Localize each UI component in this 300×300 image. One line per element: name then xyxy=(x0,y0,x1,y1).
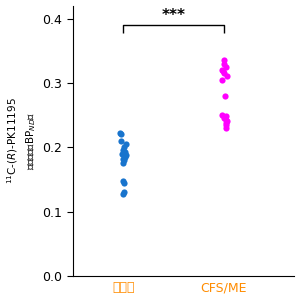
Point xyxy=(222,71,226,76)
Point xyxy=(224,74,229,79)
Point xyxy=(118,132,123,137)
Point xyxy=(120,151,125,156)
Point xyxy=(121,179,126,184)
Y-axis label: $^{11}$C-($R$)-PK11195
の結合度（BP$_{ND}$）: $^{11}$C-($R$)-PK11195 の結合度（BP$_{ND}$） xyxy=(6,97,38,184)
Point xyxy=(221,61,226,66)
Point xyxy=(220,68,225,72)
Point xyxy=(118,138,123,143)
Point xyxy=(224,119,229,124)
Point xyxy=(219,113,224,118)
Point xyxy=(222,58,227,63)
Text: ***: *** xyxy=(161,8,185,23)
Point xyxy=(221,116,226,121)
Point xyxy=(121,191,126,196)
Point xyxy=(224,125,228,130)
Point xyxy=(121,180,126,185)
Point xyxy=(221,69,226,74)
Point xyxy=(122,150,127,155)
Point xyxy=(122,190,127,195)
Point xyxy=(223,114,228,119)
Point xyxy=(120,161,125,166)
Point xyxy=(223,64,228,69)
Point xyxy=(223,117,228,122)
Point xyxy=(121,148,126,153)
Point xyxy=(121,145,126,150)
Point xyxy=(223,122,228,127)
Point xyxy=(123,142,128,146)
Point xyxy=(224,120,229,125)
Point xyxy=(219,77,224,82)
Point xyxy=(118,131,123,136)
Point xyxy=(120,156,125,161)
Point xyxy=(123,154,128,159)
Point xyxy=(124,152,128,157)
Point xyxy=(222,93,227,98)
Point xyxy=(122,158,126,163)
